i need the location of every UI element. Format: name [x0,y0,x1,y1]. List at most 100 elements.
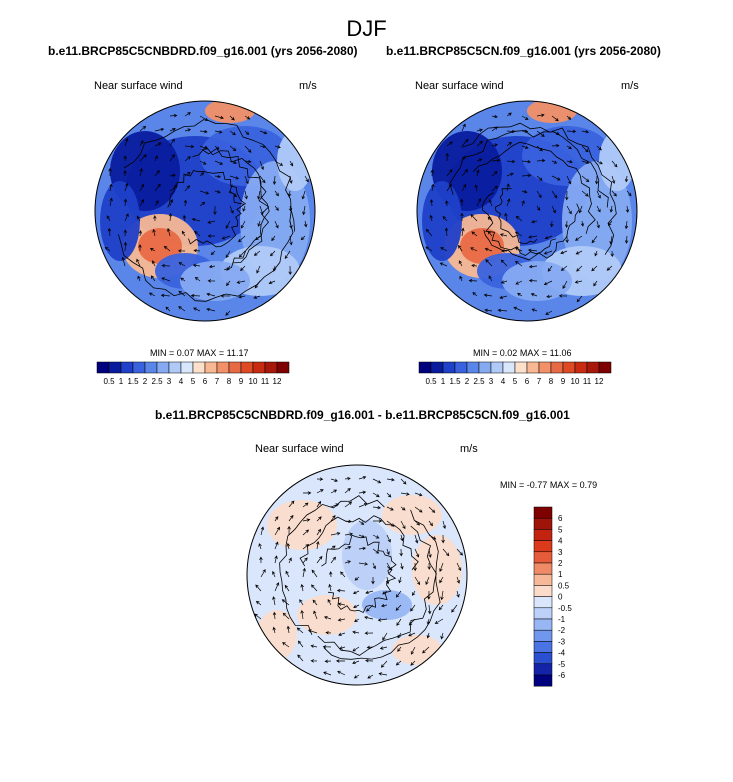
panel1-title: b.e11.BRCP85C5CNBDRD.f09_g16.001 (yrs 20… [48,44,358,58]
wind-vector [513,306,523,312]
panel1-max-label: MAX = [196,348,225,358]
wind-vector [344,560,352,564]
wind-vector [184,128,192,132]
wind-vector [151,260,156,267]
wind-vector [386,506,394,511]
wind-vector [316,489,324,494]
colorbar-2-box [533,674,553,687]
wind-vector [107,227,112,237]
wind-vector [395,604,402,611]
wind-vector [256,265,261,274]
wind-vector [214,115,224,120]
wind-vector [180,277,186,282]
wind-vector [274,205,279,211]
wind-vector [244,145,252,153]
wind-vector [382,632,388,641]
wind-vector [591,265,598,272]
wind-vector [139,183,144,192]
wind-vector [380,603,388,608]
wind-vector [160,293,171,298]
map-0-coastline [201,147,270,271]
wind-vector [471,263,478,268]
wind-vector [254,613,262,620]
map-0-coastline [192,145,270,264]
wind-vector [442,548,450,557]
panel1-max-value: 11.17 [226,348,249,358]
wind-vector [425,576,430,585]
wind-vector [398,576,402,584]
wind-vector [506,159,516,164]
wind-vector [344,476,351,481]
wind-vector [624,220,629,230]
wind-vector [153,215,157,222]
wind-vector [300,609,304,620]
map-2-region [342,520,392,590]
wind-vector [255,600,262,606]
colorbar-2-box [533,551,553,564]
wind-vector [244,130,250,136]
wind-vector [193,248,201,253]
wind-vector [551,160,558,164]
colorbar-1-box [538,361,552,374]
wind-vector [484,247,493,252]
wind-vector [386,576,390,585]
wind-vector [551,115,559,122]
wind-vector [316,528,321,536]
panel1-subtitle-right: m/s [299,80,317,92]
wind-vector [451,604,458,613]
wind-vector [581,175,590,183]
wind-vector [445,152,449,162]
wind-vector [476,140,483,147]
wind-vector [124,182,129,192]
wind-vector [206,292,216,297]
wind-vector [121,256,126,267]
wind-vector [257,190,261,200]
wind-vector [446,183,452,192]
wind-vector [328,583,332,592]
wind-vector [149,248,156,252]
wind-vector [354,576,360,581]
wind-vector [310,659,318,663]
wind-vector [500,280,508,284]
wind-vector [299,599,304,606]
map-1-coastline [472,141,596,234]
wind-vector [297,654,304,662]
wind-vector [199,145,208,150]
wind-vector [352,646,360,652]
map-1 [417,101,637,321]
wind-vector [183,199,188,207]
wind-vector [229,145,237,152]
colorbar-1-tick-label: 3 [489,377,494,386]
colorbar-0-box [168,361,182,374]
wind-vector [536,158,546,163]
wind-vector [441,534,445,544]
colorbar-0-tick-label: 11 [261,377,270,386]
wind-vector [229,190,238,197]
wind-vector [460,198,464,207]
colorbar-1-box [418,361,432,374]
wind-vector [258,543,262,550]
colorbar-1-box [442,361,456,374]
wind-vector [199,129,208,134]
wind-vector [109,197,113,207]
wind-vector [302,557,308,564]
wind-vector [544,235,553,240]
wind-vector [316,500,322,508]
panel2-max-value: 11.06 [549,348,572,358]
wind-vector [581,190,589,197]
wind-vector [515,280,523,285]
wind-vector [440,590,444,601]
wind-vector [547,265,553,272]
wind-vector [324,659,332,663]
wind-vector [521,190,528,194]
wind-vector [352,660,360,665]
colorbar-2-tick-label: 1 [558,570,563,579]
wind-vector [282,612,290,620]
wind-vector [594,250,598,257]
wind-vector [410,646,416,655]
map-2-coastline [279,495,385,636]
wind-vector [139,154,147,162]
colorbar-0-tick-label: 2.5 [151,377,163,386]
wind-vector [372,562,377,570]
wind-vector [364,631,374,635]
